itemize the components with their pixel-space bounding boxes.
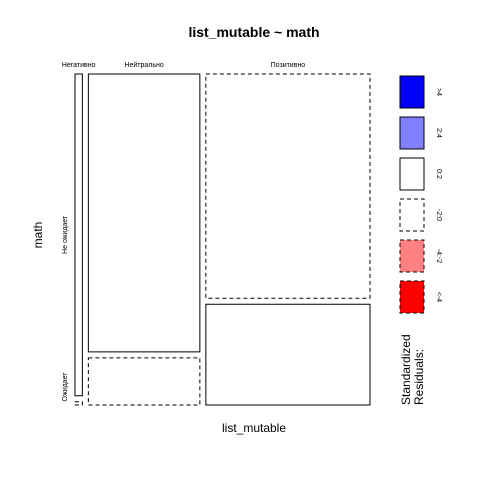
tile-негативно-не-ожидает: [74, 73, 83, 397]
legend-label-2-0: -2:0: [435, 209, 442, 221]
tile-позитивно-не-ожидает: [205, 73, 371, 299]
mosaic-tiles: [74, 73, 371, 406]
legend-label-4-2: -4:-2: [435, 249, 442, 264]
column-label-негативно: Негативно: [62, 62, 96, 69]
legend-swatch-4: [399, 75, 425, 109]
row-labels: Не ожидает Ожидает: [62, 215, 69, 401]
x-axis-label: list_mutable: [222, 421, 286, 435]
legend-title-line-2: Residuals:: [412, 349, 426, 405]
y-axis-label: math: [31, 222, 45, 249]
residuals-legend: >4 2:4 0:2 -2:0 -4:-2 <-4 Standardized Residual…: [399, 75, 442, 405]
legend-swatch-0-2: [399, 157, 425, 191]
tile-нейтрально-ожидает: [87, 357, 201, 406]
legend-label-4: >4: [435, 88, 442, 96]
chart-title: list_mutable ~ math: [188, 24, 319, 40]
row-label-ожидает: Ожидает: [62, 372, 69, 402]
legend-swatch-2-0: [399, 198, 425, 232]
tile-негативно-ожидает: [74, 401, 83, 406]
legend-swatch-4: [399, 280, 425, 314]
legend-label-4: <-4: [435, 292, 442, 302]
column-labels: Негативно Нейтрально Позитивно: [62, 61, 305, 69]
legend-label-0-2: 0:2: [435, 169, 442, 179]
column-label-нейтрально: Нейтрально: [124, 61, 163, 69]
tile-нейтрально-не-ожидает: [87, 73, 201, 353]
legend-swatch-2-4: [399, 116, 425, 150]
legend-swatch-4-2: [399, 239, 425, 273]
legend-label-2-4: 2:4: [435, 128, 442, 138]
column-label-позитивно: Позитивно: [271, 62, 306, 69]
row-label-не-ожидает: Не ожидает: [62, 215, 69, 254]
tile-позитивно-ожидает: [205, 303, 371, 406]
legend-title-line-1: Standardized: [399, 334, 413, 405]
